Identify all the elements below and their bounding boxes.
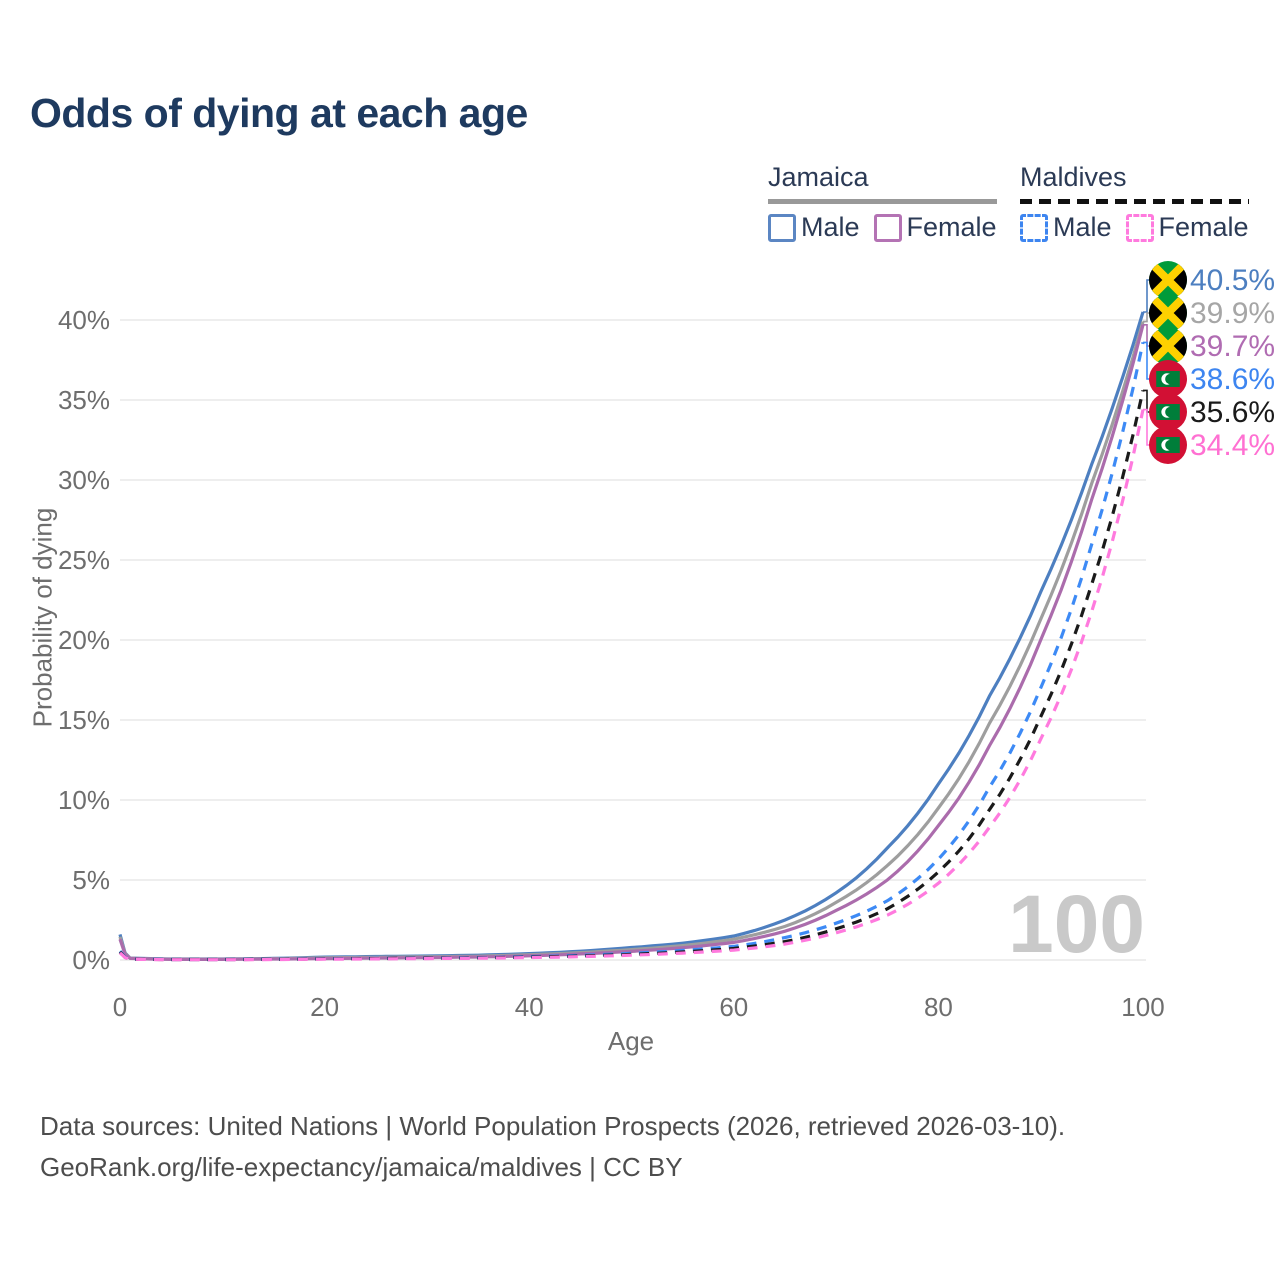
legend-label: Male [1053,212,1112,242]
jamaica-flag-icon [1149,261,1187,299]
legend-label: Female [1158,212,1249,242]
line-jamaica-female[interactable] [118,324,1145,961]
end-value-label: 35.6% [1190,396,1275,429]
age-counter-watermark: 100 [1008,879,1145,970]
maldives-flag-icon [1149,393,1187,431]
maldives-female-checkbox[interactable] [1125,213,1154,242]
line-maldives-male[interactable] [118,342,1145,962]
end-value-label: 39.9% [1190,297,1275,330]
page-title: Odds of dying at each age [30,90,528,136]
x-tick-label: 100 [1121,992,1164,1022]
end-label-maldives-both: 35.6% [1149,393,1275,431]
y-tick-label: 35% [58,385,110,415]
end-value-label: 39.7% [1190,330,1275,363]
x-tick-label: 60 [719,992,748,1022]
maldives-flag-icon [1149,360,1187,398]
x-tick-label: 0 [113,992,127,1022]
maldives-line-style-swatch [1020,199,1249,204]
x-axis-title: Age [607,1026,655,1056]
legend-country-maldives[interactable]: Maldives [1020,162,1127,192]
data-source-line: Data sources: United Nations | World Pop… [40,1111,1066,1141]
jamaica-line-style-swatch [768,199,997,204]
line-maldives-female[interactable] [118,409,1145,962]
end-value-label: 34.4% [1190,429,1275,462]
y-axis-title: Probability of dying [27,507,58,728]
jamaica-female-checkbox[interactable] [873,213,902,242]
y-tick-label: 20% [58,625,110,655]
jamaica-flag-icon [1149,294,1187,332]
legend-item-maldives-male[interactable]: Male [1020,212,1112,243]
legend-label: Female [906,212,997,242]
x-tick-label: 40 [515,992,544,1022]
legend-item-jamaica-male[interactable]: Male [768,212,860,243]
y-tick-label: 40% [58,305,110,335]
y-tick-label: 25% [58,545,110,575]
y-tick-label: 30% [58,465,110,495]
line-maldives-both[interactable] [118,390,1145,962]
jamaica-flag-icon [1149,327,1187,365]
attribution-line: GeoRank.org/life-expectancy/jamaica/mald… [40,1152,683,1182]
y-tick-label: 10% [58,785,110,815]
end-label-jamaica-male: 40.5% [1149,261,1275,299]
end-label-jamaica-female: 39.7% [1149,327,1275,365]
end-label-maldives-female: 34.4% [1149,426,1275,464]
legend-group-maldives: Maldives Male Female [1020,162,1249,243]
legend-item-maldives-female[interactable]: Female [1125,212,1249,243]
end-value-label: 38.6% [1190,363,1275,396]
x-tick-label: 20 [310,992,339,1022]
legend-group-jamaica: Jamaica Male Female [768,162,997,243]
end-label-jamaica-both: 39.9% [1149,294,1275,332]
jamaica-male-checkbox[interactable] [768,213,796,242]
y-tick-label: 15% [58,705,110,735]
maldives-male-checkbox[interactable] [1020,213,1048,242]
end-label-maldives-male: 38.6% [1149,360,1275,398]
legend-label: Male [801,212,860,242]
x-tick-label: 80 [924,992,953,1022]
legend-country-jamaica[interactable]: Jamaica [768,162,869,192]
maldives-flag-icon [1149,426,1187,464]
legend-item-jamaica-female[interactable]: Female [873,212,997,243]
footer: Data sources: United Nations | World Pop… [40,1106,1065,1188]
line-jamaica-male[interactable] [118,311,1145,961]
y-tick-label: 5% [72,865,110,895]
end-value-label: 40.5% [1190,264,1275,297]
y-tick-label: 0% [72,945,110,975]
